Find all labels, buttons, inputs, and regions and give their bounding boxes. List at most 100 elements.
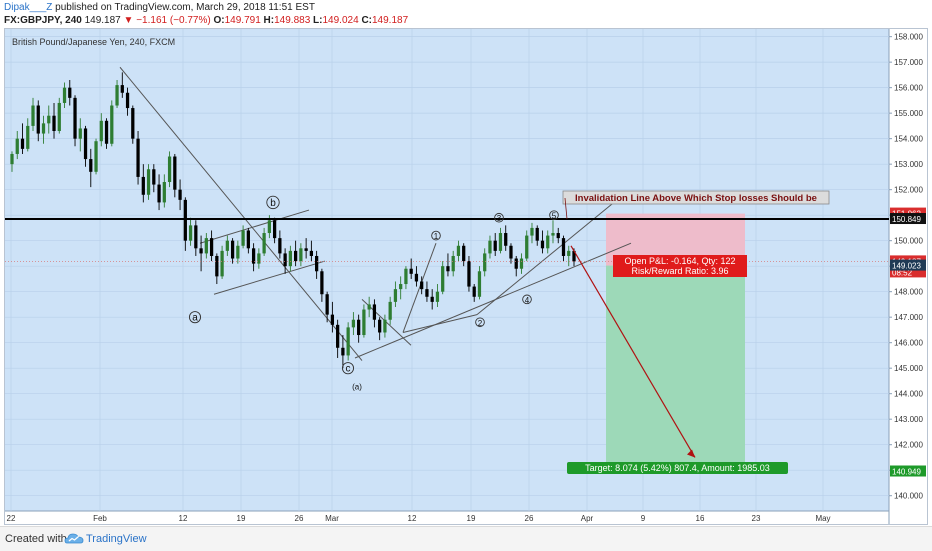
invalidation-price-badge-bg [890,213,926,225]
invalidation-leader [564,197,568,220]
candle-body [68,87,72,98]
candle-body [467,261,471,287]
open-label: O: [213,15,225,26]
impulse-channel-base [402,314,478,333]
candle-body [73,97,77,139]
pnl-text: Open P&L: -0.164, Qty: 122 [624,256,735,266]
candle-body [336,324,340,348]
candle-body [509,245,513,259]
candle-body [209,238,214,256]
x-tick-label: 22 [7,514,16,523]
entry-price-badge: 149.023 [892,262,921,271]
candle-body [115,85,119,106]
abc-channel-upper [199,209,310,244]
y-tick-label: 152.000 [894,186,923,195]
tradingview-brand-link[interactable]: TradingView [86,533,147,545]
entry-price-badge-bg [890,259,926,271]
y-tick-label: 150.000 [894,237,923,246]
quote-line: FX:GBPJPY, 240 149.187 ▼ −1.161 (−0.77%)… [4,15,408,26]
candle-body [483,253,487,272]
trend-lines [119,66,632,361]
wave-circle [266,195,280,210]
downtrend-line [119,66,363,361]
x-tick-label: 12 [408,514,417,523]
down-triangle-icon: ▼ [123,15,134,26]
candle-body [551,233,555,236]
symbol-label[interactable]: FX:GBPJPY, 240 [4,15,82,26]
author-link[interactable]: Dipak___Z [4,2,53,13]
target-price-badge-bg [890,465,926,477]
y-tick-label: 156.000 [894,84,923,93]
candle-body [420,281,424,290]
candles [10,72,576,369]
wave-circle [475,317,485,328]
price-chart[interactable]: 158.000 157.000 156.000 155.000 154.000 153.0… [5,29,927,524]
candle-body [435,291,440,302]
y-tick-label: 154.000 [894,135,923,144]
candle-body [194,225,198,249]
candle-body [388,301,392,320]
candle-body [288,250,293,267]
x-tick-label: Feb [93,514,107,523]
candle-body [378,319,382,333]
candle-body [131,108,135,139]
published-text: published on TradingView.com, March 29, … [55,2,315,13]
candle-body [540,240,545,249]
wave-leg-line [402,243,437,333]
candle-body [31,105,35,126]
candle-body [299,248,303,262]
candle-body [293,250,298,262]
candle-body [47,115,51,124]
candle-body [351,319,356,328]
target-text: Target: 8.074 (5.42%) 807.4, Amount: 198… [585,463,770,473]
candle-body [304,248,308,251]
candle-body [220,250,224,277]
x-tick-label: 23 [752,514,761,523]
candle-body [451,255,455,272]
candle-body [104,120,109,144]
low-label: L: [313,15,323,26]
x-tick-label: 16 [696,514,705,523]
x-tick-label: Mar [325,514,339,523]
candle-body [325,294,329,315]
candle-body [146,169,151,195]
candle-body [399,284,403,290]
candle-body [257,253,261,264]
candle-body [236,245,240,259]
candle-body [383,319,387,333]
candle-body [157,184,161,203]
candle-body [272,220,277,239]
x-tick-label: Apr [581,514,594,523]
candle-body [162,182,166,203]
publish-line: Dipak___Z published on TradingView.com, … [4,2,315,13]
x-tick-label: 26 [295,514,304,523]
candle-body [504,233,508,246]
y-tick-label: 145.000 [894,364,923,373]
wave-label: b [270,198,276,209]
candle-body [26,125,30,149]
x-tick-label: 12 [179,514,188,523]
candle-body [372,304,377,320]
wave-label: (a) [352,383,362,392]
candle-body [152,169,156,185]
wave-label: 5 [552,212,557,221]
candle-body [530,227,534,236]
candle-body [141,176,145,195]
y-tick-label: 142.000 [894,441,923,450]
candle-body [188,225,193,241]
wave-circle [341,362,355,375]
candle-body [488,240,492,254]
created-with-text: Created with [5,533,67,545]
target-price-badge: 140.949 [892,467,921,476]
tradingview-cloud-icon[interactable] [64,531,84,547]
candle-body [393,289,398,302]
candle-body [15,138,19,154]
candle-body [572,250,576,262]
candle-body [309,250,314,256]
candle-body [20,138,25,149]
candle-body [125,92,130,109]
y-tick-label: 143.000 [894,415,923,424]
abc-channel-lower [213,260,326,295]
candle-body [283,253,287,267]
chart-frame[interactable]: 158.000 157.000 156.000 155.000 154.000 153.0… [4,28,928,525]
